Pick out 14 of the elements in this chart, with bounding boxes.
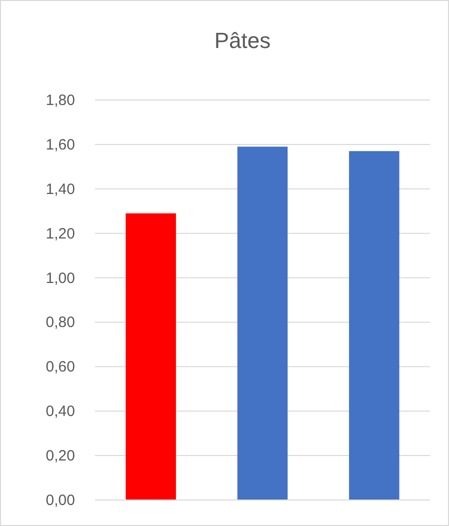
y-tick-label: 0,20 bbox=[46, 448, 75, 465]
y-tick-label: 1,00 bbox=[46, 270, 75, 287]
bar bbox=[237, 146, 288, 500]
y-tick-label: 0,60 bbox=[46, 358, 75, 376]
bar bbox=[126, 213, 176, 500]
y-tick-label: 0,40 bbox=[46, 403, 75, 420]
chart-title: Pâtes bbox=[214, 28, 271, 53]
y-tick-label: 1,80 bbox=[46, 92, 75, 109]
y-tick-label: 1,20 bbox=[46, 225, 75, 242]
y-tick-label: 0,80 bbox=[46, 314, 75, 332]
y-tick-label: 1,60 bbox=[46, 136, 75, 154]
y-tick-label: 1,40 bbox=[46, 180, 75, 198]
bar bbox=[349, 151, 400, 500]
y-tick-label: 0,00 bbox=[46, 492, 75, 509]
